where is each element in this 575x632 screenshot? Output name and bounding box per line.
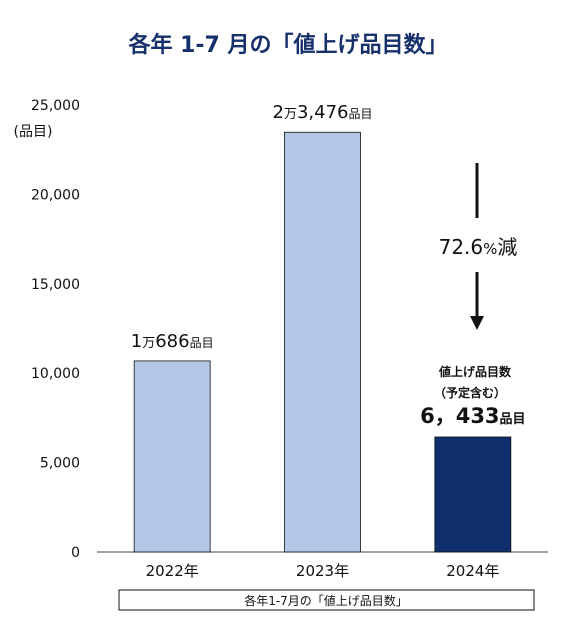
bar-value-label-part: 3,476 (297, 102, 349, 123)
x-category-label: 2022年 (146, 562, 199, 580)
arrow-head-icon (470, 316, 484, 330)
bar (284, 131, 361, 553)
bar-value-label-part: 品目 (190, 336, 214, 350)
y-tick-label: 20,000 (31, 187, 80, 203)
y-tick-label: 15,000 (31, 277, 80, 293)
caption-text: 各年1-7月の「値上げ品目数」 (244, 593, 408, 608)
change-label: 72.6%減 (439, 235, 518, 259)
change-suffix: 減 (497, 235, 517, 259)
change-percent: % (483, 240, 497, 258)
bar-value-label-part: 2 (272, 102, 283, 123)
note-line-2: （予定含む） (434, 385, 506, 400)
bar-value-label: 1万686品目 (131, 331, 214, 352)
bar (133, 360, 211, 553)
bar-value-label-part: 686 (155, 331, 189, 352)
y-tick-label: 10,000 (31, 366, 80, 382)
note-line-1: 値上げ品目数 (438, 364, 512, 379)
x-category-label: 2024年 (446, 562, 499, 580)
caption-box (118, 589, 535, 611)
bar-value-label-part: 万 (284, 107, 297, 122)
x-category-label: 2023年 (296, 562, 349, 580)
y-tick-label: 5,000 (40, 456, 80, 472)
chart-title: 各年 1-7 月の「値上げ品目数」 (127, 32, 447, 58)
bar-value-label: 2万3,476品目 (272, 102, 372, 123)
bar-value-label-part: 1 (131, 331, 142, 352)
x-axis-categories: 2022年 2023年 2024年 (146, 562, 500, 580)
bar-value-label-part: 品目 (500, 412, 526, 427)
y-tick-label: 0 (71, 545, 80, 561)
bar-value-label: 6，433品目 (420, 404, 525, 428)
bars (133, 131, 512, 553)
y-tick-label: 25,000 (31, 98, 80, 114)
bar-value-label-part: 品目 (348, 107, 372, 121)
y-axis-ticks: 0 5,000 10,000 15,000 20,000 25,000 (31, 98, 80, 561)
y-axis-unit: (品目) (14, 124, 53, 140)
change-value: 72.6 (439, 235, 484, 259)
bar (434, 436, 512, 553)
bar-value-label-part: 6，433 (420, 404, 499, 428)
bar-value-label-part: 万 (142, 336, 155, 351)
